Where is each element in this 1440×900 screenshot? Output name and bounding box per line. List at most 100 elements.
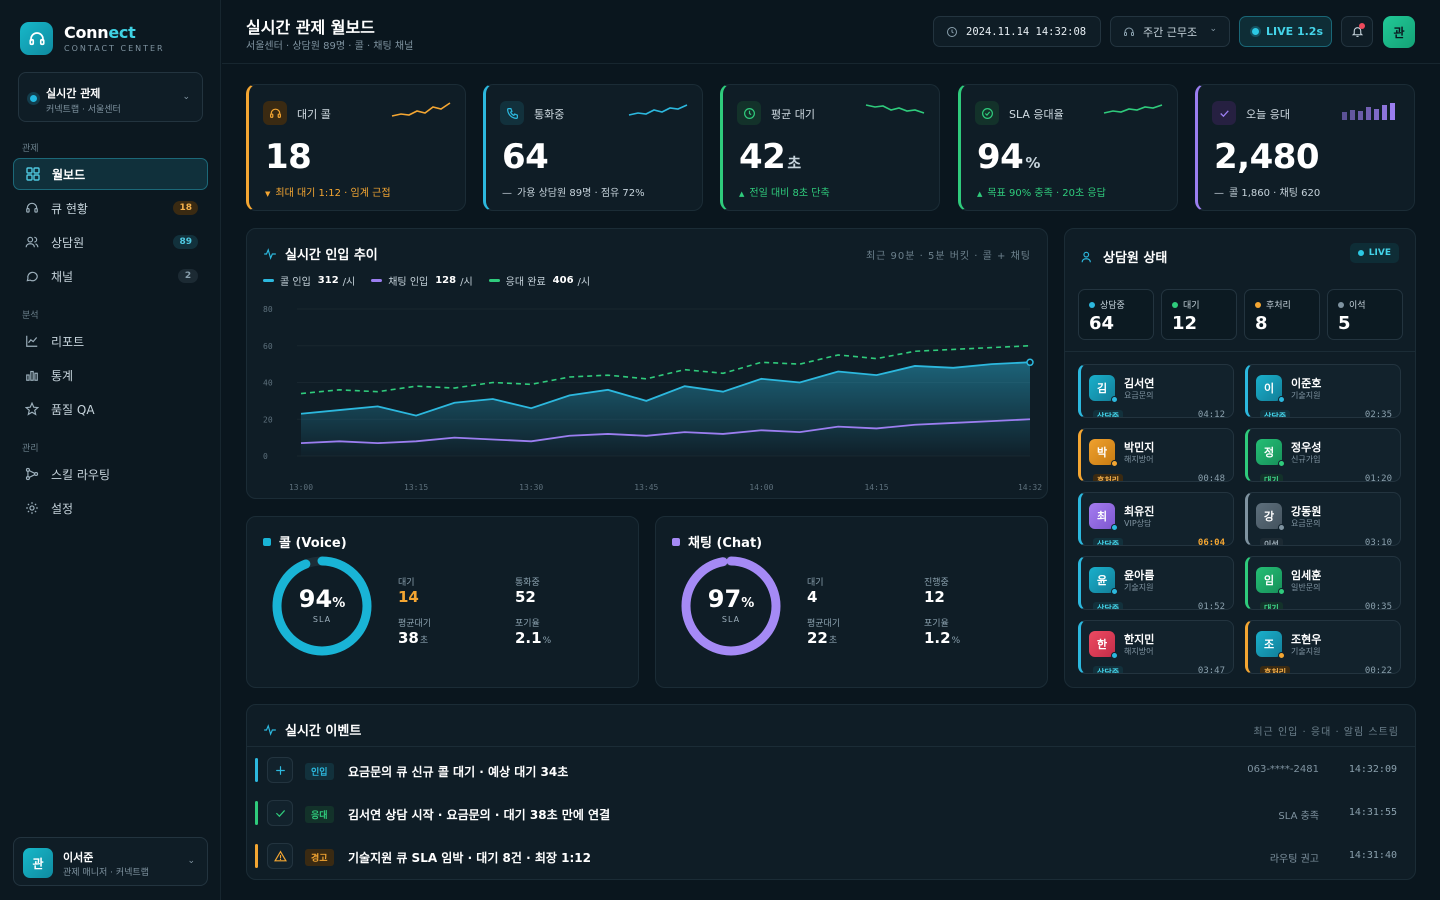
kpi-note: ▲ 목표 90% 충족 · 20초 응답: [977, 188, 1106, 199]
chevron-down-icon: ⌄: [182, 92, 190, 102]
chevron-down-icon: ⌄: [187, 856, 195, 866]
star-icon: [23, 400, 41, 418]
agent-card[interactable]: 강 강동원 요금문의 이석 03:10: [1245, 492, 1401, 546]
event-row[interactable]: 경고 기술지원 큐 SLA 임박 · 대기 8건 · 최장 1:12 라우팅 권고 1…: [255, 839, 1407, 873]
agent-card[interactable]: 정 정우성 신규가입 대기 01:20: [1245, 428, 1401, 482]
shift-selector[interactable]: 주간 근무조 ⌄: [1110, 16, 1230, 47]
sidebar-item-label: 상담원: [51, 235, 85, 250]
agent-name: 김서연: [1124, 377, 1155, 390]
avatar: 김: [1089, 375, 1115, 401]
panel-title: 채팅 (Chat): [672, 532, 762, 551]
agent-skill: 신규가입: [1291, 455, 1321, 464]
agent-card[interactable]: 최 최유진 VIP상담 상담중 06:04: [1078, 492, 1234, 546]
agent-stat-box: 후처리 8: [1244, 289, 1320, 340]
panel-divider: [247, 746, 1415, 747]
sidebar-item-routing[interactable]: 스킬 라우팅: [13, 458, 208, 490]
status-timer: 03:10: [1364, 538, 1392, 546]
agents-count-badge: 89: [173, 235, 198, 249]
presence-dot: [1278, 652, 1285, 659]
avatar: 조: [1256, 631, 1282, 657]
app-subtitle: CONTACT CENTER: [64, 44, 165, 53]
event-meta: SLA 충족: [1278, 811, 1319, 822]
status-badge: 상담중: [1093, 602, 1124, 609]
agent-status-panel: 상담원 상태 LIVE 상담중 64 대기 12 후처리 8 이석 5 김 김서연 요금문의 상담중…: [1064, 228, 1416, 688]
avatar[interactable]: 관: [1383, 16, 1415, 48]
metric-value: 14: [398, 588, 419, 606]
live-dot: [1252, 28, 1259, 35]
agent-card[interactable]: 한 한지민 해지방어 상담중 03:47: [1078, 620, 1234, 674]
agent-card[interactable]: 임 임세훈 일반문의 대기 00:35: [1245, 556, 1401, 610]
metric-label: 대기: [807, 578, 824, 588]
agent-card[interactable]: 윤 윤아름 기술지원 상담중 01:52: [1078, 556, 1234, 610]
avatar: 최: [1089, 503, 1115, 529]
logo-headset-icon: [20, 22, 53, 55]
agent-stat-box: 이석 5: [1327, 289, 1403, 340]
sidebar-item-stats[interactable]: 통계: [13, 359, 208, 391]
nav-section-monitor: 관제: [22, 144, 39, 154]
ring-progress: [272, 556, 372, 656]
x-tick-label: 13:30: [519, 483, 543, 492]
dash-icon: —: [502, 188, 512, 199]
kpi-value: 64: [502, 137, 549, 177]
user-menu[interactable]: 관 이서준 관제 매니저 · 커넥트랩 ⌄: [13, 837, 208, 886]
sidebar-item-channels[interactable]: 채널 2: [13, 260, 208, 292]
bar-chart-icon: [23, 366, 41, 384]
mini-bar-chart: [1342, 103, 1395, 120]
kpi-value: 42 초: [739, 137, 801, 177]
event-time: 14:31:55: [1348, 807, 1397, 818]
status-timer: 03:47: [1197, 666, 1225, 674]
agent-name: 이준호: [1291, 377, 1322, 390]
agent-skill: 일반문의: [1291, 583, 1321, 592]
workspace-subtitle: 커넥트랩 · 서울센터: [46, 105, 121, 115]
notifications-button[interactable]: [1341, 16, 1373, 47]
app-name: Connect: [64, 23, 136, 42]
status-badge: 후처리: [1260, 666, 1291, 673]
workspace-selector[interactable]: 실시간 관제 커넥트랩 · 서울센터 ⌄: [18, 72, 203, 122]
sidebar-item-reports[interactable]: 리포트: [13, 325, 208, 357]
sidebar-item-queue[interactable]: 큐 현황 18: [13, 192, 208, 224]
arrow-up-icon: ▲: [977, 190, 983, 198]
kpi-note: — 콜 1,860 · 채팅 620: [1214, 188, 1321, 199]
event-row[interactable]: 인입 요금문의 큐 신규 콜 대기 · 예상 대기 34초 063-****-248…: [255, 753, 1407, 787]
square-bullet-icon: [263, 537, 271, 546]
panel-title: 상담원 상태: [1081, 247, 1167, 266]
y-tick-label: 80: [263, 305, 273, 314]
event-type-badge: 경고: [305, 849, 334, 866]
sidebar-item-settings[interactable]: 설정: [13, 492, 208, 524]
agent-skill: 기술지원: [1124, 583, 1154, 592]
kpi-card-avg-wait: 평균 대기 42 초 ▲ 전일 대비 8초 단축: [720, 84, 940, 211]
agent-card[interactable]: 조 조현우 기술지원 후처리 00:22: [1245, 620, 1401, 674]
sidebar-item-agents[interactable]: 상담원 89: [13, 226, 208, 258]
x-tick-label: 13:15: [404, 483, 428, 492]
sidebar-item-wallboard[interactable]: 월보드: [13, 158, 208, 190]
inflow-trend-panel: 실시간 인입 추이 최근 90분 · 5분 버킷 · 콜 + 채팅 콜 인입 31…: [246, 228, 1048, 499]
metric-value: 38초: [398, 629, 429, 647]
y-tick-label: 20: [263, 415, 273, 424]
users-icon: [23, 233, 41, 251]
agent-skill: 해지방어: [1124, 455, 1154, 464]
headset-icon: [263, 101, 287, 125]
agent-name: 임세훈: [1291, 569, 1322, 582]
live-badge: LIVE: [1349, 243, 1399, 263]
plus-icon: [267, 757, 293, 783]
x-tick-label: 13:45: [634, 483, 658, 492]
event-accent-bar: [255, 801, 258, 825]
agent-card[interactable]: 이 이준호 기술지원 상담중 02:35: [1245, 364, 1401, 418]
agent-card[interactable]: 박 박민지 해지방어 후처리 00:48: [1078, 428, 1234, 482]
avatar: 관: [23, 848, 53, 878]
live-refresh-toggle[interactable]: LIVE 1.2s: [1239, 16, 1332, 47]
kpi-label: SLA 응대율: [1009, 108, 1064, 121]
kpi-note: — 가용 상담원 89명 · 점유 72%: [502, 188, 645, 199]
status-badge: 후처리: [1093, 474, 1124, 481]
sidebar-item-qa[interactable]: 품질 QA: [13, 393, 208, 425]
kpi-note: ▲ 전일 대비 8초 단축: [739, 188, 830, 199]
panel-meta: 최근 90분 · 5분 버킷 · 콜 + 채팅: [865, 251, 1031, 262]
queue-count-badge: 18: [173, 201, 198, 215]
sparkline: [391, 102, 451, 117]
event-row[interactable]: 응대 김서연 상담 시작 · 요금문의 · 대기 38초 만에 연결 SLA 충족 1…: [255, 796, 1407, 830]
agent-skill: VIP상담: [1124, 519, 1152, 528]
agent-card[interactable]: 김 김서연 요금문의 상담중 04:12: [1078, 364, 1234, 418]
kpi-label: 대기 콜: [297, 108, 331, 121]
kpi-card-waiting-calls: 대기 콜 18 ▼ 최대 대기 1:12 · 임계 근접: [246, 84, 466, 211]
grid-icon: [24, 165, 42, 183]
